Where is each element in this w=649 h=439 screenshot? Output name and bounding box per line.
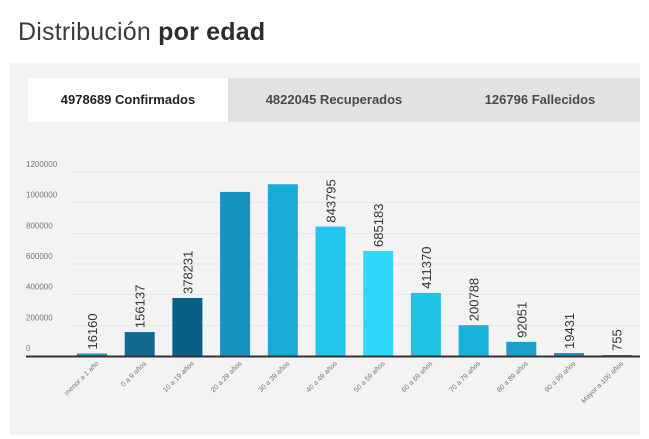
- data-label: 19431: [562, 313, 577, 349]
- category-label: 70 a 79 años: [448, 360, 482, 394]
- y-tick-label: 200000: [26, 313, 53, 322]
- bar: [124, 332, 155, 356]
- category-label: 90 a 99 años: [544, 360, 578, 394]
- page-title: Distribución por edad: [18, 18, 265, 47]
- data-label: 843795: [324, 179, 339, 222]
- category-label: 80 a 89 años: [496, 360, 530, 394]
- title-normal: Distribución: [18, 18, 159, 46]
- bar: [458, 325, 489, 356]
- category-label: 50 a 59 años: [353, 360, 387, 394]
- category-label: 60 a 69 años: [401, 360, 435, 394]
- category-label: 20 a 29 años: [210, 360, 244, 394]
- bar: [172, 298, 203, 356]
- data-label: 411370: [419, 247, 434, 289]
- tab-confirmados[interactable]: 4978689 Confirmados: [28, 78, 228, 122]
- bar: [315, 226, 346, 356]
- y-tick-label: 1200000: [26, 160, 58, 169]
- category-label: 10 a 19 años: [162, 360, 196, 394]
- bar: [363, 250, 394, 356]
- data-label: 755: [610, 329, 625, 351]
- category-label: 30 a 39 años: [258, 360, 292, 394]
- data-label: 92051: [514, 302, 529, 338]
- y-tick-label: 1000000: [26, 191, 58, 200]
- y-tick-label: 0: [26, 344, 31, 353]
- tab-fallecidos[interactable]: 126796 Fallecidos: [484, 92, 596, 107]
- bar: [77, 353, 107, 356]
- title-bold: por edad: [158, 18, 266, 46]
- y-tick-label: 600000: [26, 252, 53, 261]
- category-label: Mayor a 100 años: [581, 360, 626, 405]
- data-label: 200788: [467, 278, 482, 321]
- data-label: 378231: [180, 251, 195, 294]
- bar: [506, 341, 537, 356]
- data-label: 156137: [133, 285, 148, 328]
- tab-bar: 4978689 Confirmados 4822045 Recuperados …: [28, 78, 640, 122]
- category-label: menor a 1 año: [64, 360, 101, 397]
- category-label: 0 a 9 años: [120, 360, 148, 388]
- bar: [220, 191, 251, 356]
- bar: [410, 292, 441, 356]
- bar: [554, 353, 584, 356]
- y-tick-label: 400000: [26, 283, 53, 292]
- bar: [267, 184, 298, 356]
- y-tick-label: 800000: [26, 221, 53, 230]
- data-label: 685183: [371, 204, 386, 247]
- tab-recuperados[interactable]: 4822045 Recuperados: [265, 92, 403, 107]
- category-label: 40 a 49 años: [305, 360, 339, 394]
- data-label: 16160: [85, 313, 100, 349]
